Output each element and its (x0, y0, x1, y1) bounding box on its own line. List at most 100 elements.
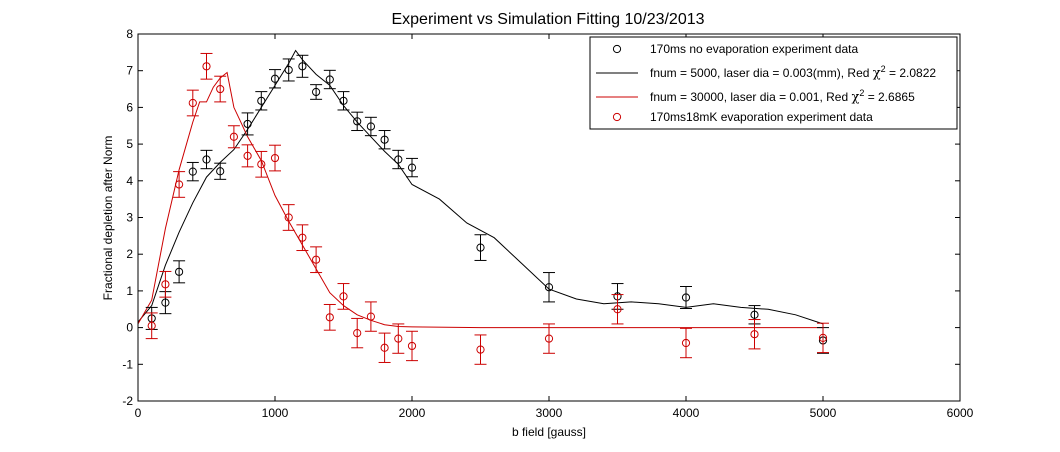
x-tick-label: 4000 (673, 406, 700, 420)
data-point (544, 334, 554, 343)
data-point (216, 167, 225, 176)
legend-label-part: = 2.0822 (886, 66, 937, 80)
x-tick-label: 0 (135, 406, 142, 420)
data-point (325, 75, 334, 84)
data-point (366, 312, 375, 321)
data-point (312, 87, 321, 97)
data-point (284, 213, 293, 222)
data-point (476, 345, 485, 354)
data-point (380, 343, 389, 352)
y-tick-label: 2 (126, 247, 133, 261)
data-point (216, 84, 225, 94)
data-point (175, 267, 184, 276)
data-point (353, 329, 362, 338)
y-tick-label: -1 (122, 357, 133, 371)
data-point (394, 155, 403, 164)
legend-marker (612, 44, 622, 54)
data-point (353, 117, 362, 126)
data-point (366, 122, 375, 131)
x-tick-label: 3000 (536, 406, 563, 420)
axis-tick-labels: 0 1000 2000 3000 4000 5000 6000 -2 -1 0 1 2 3 4 5 6 7 8 (122, 27, 973, 420)
data-point (544, 283, 554, 292)
data-point (750, 310, 759, 319)
legend-label-part: 170ms no evaporation experiment data (650, 42, 858, 56)
y-tick-label: 8 (126, 27, 133, 41)
data-point (175, 180, 184, 189)
legend-label-part: 2 (859, 88, 864, 98)
data-point (161, 298, 170, 307)
legend-item-sim_red: fnum = 30000, laser dia = 0.001, Red χ2 … (596, 88, 915, 105)
legend-marker (612, 112, 622, 122)
y-tick-label: 6 (126, 100, 133, 114)
data-point (681, 293, 691, 302)
data-point (407, 341, 417, 351)
y-tick-label: 7 (126, 64, 133, 78)
plot-frame (137, 33, 961, 402)
data-point (284, 65, 293, 75)
y-tick-label: 4 (126, 174, 133, 188)
legend-label-part: = 2.6865 (864, 90, 915, 104)
legend-label: fnum = 5000, laser dia = 0.003(mm), Red … (650, 64, 936, 81)
legend-label-part: fnum = 30000, laser dia = 0.001, Red (650, 90, 851, 104)
legend-label-part: χ (851, 90, 859, 105)
data-point (750, 330, 759, 339)
data-point (298, 62, 307, 71)
data-point (257, 96, 266, 105)
x-tick-label: 1000 (262, 406, 289, 420)
legend-item-exp_red: 170ms18mK evaporation experiment data (612, 110, 873, 124)
y-tick-label: 3 (126, 211, 133, 225)
data-point (270, 74, 280, 83)
data-point (147, 321, 156, 330)
data-point (325, 313, 334, 322)
data-point (613, 305, 622, 314)
data-point (312, 255, 321, 264)
chart-title: Experiment vs Simulation Fitting 10/23/2… (391, 11, 704, 28)
y-axis-label: Fractional depletion after Norm (101, 136, 115, 301)
data-point (243, 119, 252, 129)
legend-label: fnum = 30000, laser dia = 0.001, Red χ2 … (650, 88, 915, 105)
data-point (202, 155, 211, 164)
data-point (407, 163, 417, 172)
data-point (202, 62, 211, 71)
data-point (298, 233, 307, 242)
y-tick-label: -2 (122, 394, 133, 408)
legend-item-exp_black: 170ms no evaporation experiment data (612, 42, 858, 56)
x-tick-label: 6000 (947, 406, 974, 420)
legend-label: 170ms18mK evaporation experiment data (650, 110, 873, 124)
series-exp_red (145, 52, 829, 365)
x-tick-label: 5000 (810, 406, 837, 420)
legend-label-part: 170ms18mK evaporation experiment data (650, 110, 873, 124)
y-tick-label: 1 (126, 284, 133, 298)
series-exp_black (145, 54, 829, 354)
legend: 170ms no evaporation experiment data fnum… (589, 36, 958, 130)
data-point (476, 243, 485, 252)
legend-item-sim_black: fnum = 5000, laser dia = 0.003(mm), Red … (596, 64, 936, 81)
x-tick-label: 2000 (399, 406, 426, 420)
legend-label-part: χ (873, 66, 881, 81)
data-point (394, 334, 403, 343)
series-layer (137, 49, 829, 365)
series-line-sim_black (137, 49, 824, 325)
data-point (243, 151, 252, 160)
legend-label-part: fnum = 5000, laser dia = 0.003(mm), Red (650, 66, 873, 80)
data-point (161, 280, 170, 289)
data-point (188, 98, 197, 108)
legend-label-part: 2 (881, 64, 886, 74)
x-axis-label: b field [gauss] (512, 425, 586, 439)
y-tick-label: 5 (126, 137, 133, 151)
series-sim_black (137, 49, 824, 325)
data-point (818, 333, 828, 342)
data-point (380, 135, 389, 144)
data-point (339, 292, 348, 301)
data-point (229, 132, 238, 141)
data-point (188, 167, 197, 176)
data-point (681, 338, 691, 348)
legend-label: 170ms no evaporation experiment data (650, 42, 858, 56)
data-point (257, 160, 266, 169)
data-point (339, 96, 348, 105)
y-tick-label: 0 (126, 321, 133, 335)
legend-box (589, 36, 958, 130)
data-point (270, 153, 280, 163)
